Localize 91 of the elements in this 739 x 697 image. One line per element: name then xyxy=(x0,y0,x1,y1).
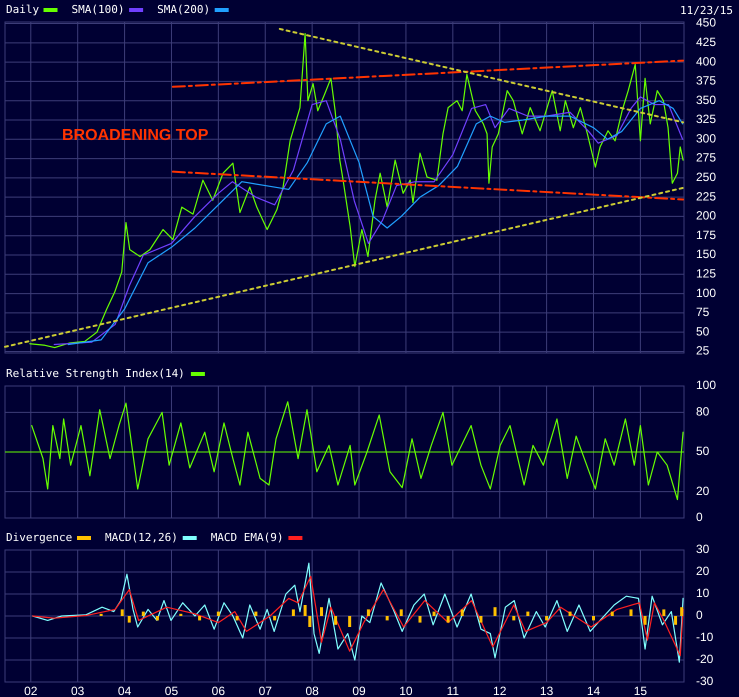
bar xyxy=(460,609,464,616)
y-tick-label: 80 xyxy=(696,404,710,419)
y-tick-label: 50 xyxy=(696,324,710,338)
bar xyxy=(156,616,159,620)
y-tick-label: 100 xyxy=(696,286,716,300)
bar xyxy=(479,616,482,623)
y-tick-label: 50 xyxy=(696,444,710,458)
y-tick-label: 75 xyxy=(696,305,710,320)
y-tick-label: 250 xyxy=(696,170,716,184)
bar xyxy=(630,609,633,616)
y-tick-label: -10 xyxy=(696,630,714,644)
bar xyxy=(198,616,202,620)
bar xyxy=(304,605,307,616)
legend-label: Divergence xyxy=(6,531,72,544)
y-tick-label: 30 xyxy=(696,542,710,556)
x-tick-label: 04 xyxy=(118,684,132,697)
y-tick-label: 450 xyxy=(696,16,716,30)
annotation: BROADENING TOP xyxy=(62,127,209,144)
y-tick-label: 425 xyxy=(696,35,716,50)
legend-label: MACD EMA(9) xyxy=(210,531,284,544)
y-tick-label: 300 xyxy=(696,131,716,146)
bar xyxy=(142,612,145,616)
legend-label: SMA(100) xyxy=(72,3,124,16)
legend-label: Relative Strength Index(14) xyxy=(6,367,185,380)
bar xyxy=(308,616,312,627)
y-tick-label: 325 xyxy=(696,112,716,126)
y-tick-label: 275 xyxy=(696,150,716,165)
bar xyxy=(418,616,422,623)
bar xyxy=(128,616,131,623)
x-tick-label: 11 xyxy=(446,684,460,697)
x-tick-label: 12 xyxy=(493,684,507,697)
bar xyxy=(674,616,678,625)
y-tick-label: 0 xyxy=(696,608,703,622)
text: 11/23/15 xyxy=(680,4,733,18)
y-tick-label: 0 xyxy=(696,510,703,524)
x-tick-label: 15 xyxy=(634,684,648,697)
y-tick-label: -20 xyxy=(696,652,714,666)
y-tick-label: -30 xyxy=(696,674,714,688)
y-tick-label: 400 xyxy=(696,54,716,68)
y-tick-label: 200 xyxy=(696,208,716,223)
legend-label: SMA(200) xyxy=(157,3,210,16)
x-tick-label: 09 xyxy=(352,684,366,697)
bar xyxy=(592,616,595,620)
y-tick-label: 175 xyxy=(696,228,716,242)
bar xyxy=(400,609,403,616)
line-series xyxy=(29,32,684,348)
bar xyxy=(662,609,666,616)
x-tick-label: 07 xyxy=(258,684,272,697)
y-tick-label: 10 xyxy=(696,586,710,600)
line-series xyxy=(32,562,684,663)
legend-label: MACD(12,26) xyxy=(105,531,178,544)
x-tick-label: 02 xyxy=(24,684,38,697)
x-tick-label: 13 xyxy=(540,684,554,697)
bar xyxy=(432,612,436,616)
x-tick-label: 06 xyxy=(212,684,226,697)
y-tick-label: 100 xyxy=(696,378,716,392)
bar xyxy=(236,616,239,620)
bar xyxy=(386,616,389,620)
bar xyxy=(254,612,258,616)
bar xyxy=(446,616,450,623)
bar xyxy=(334,616,338,625)
x-tick-label: 05 xyxy=(164,684,178,697)
y-tick-label: 125 xyxy=(696,266,716,280)
bar xyxy=(494,607,497,616)
x-tick-label: 14 xyxy=(586,684,600,697)
y-tick-label: 150 xyxy=(696,247,716,262)
x-tick-label: 10 xyxy=(399,684,413,697)
bar xyxy=(120,609,124,616)
bar xyxy=(610,612,614,616)
bar xyxy=(526,612,530,616)
y-tick-label: 375 xyxy=(696,74,716,88)
bar xyxy=(366,609,370,616)
x-tick-label: 08 xyxy=(305,684,320,697)
bar xyxy=(512,616,516,620)
bar xyxy=(292,609,295,616)
y-tick-label: 350 xyxy=(696,92,716,107)
y-tick-label: 20 xyxy=(696,484,710,498)
bar xyxy=(545,616,548,620)
y-tick-label: 25 xyxy=(696,344,710,358)
line-series xyxy=(32,576,684,656)
y-tick-label: 20 xyxy=(696,564,710,578)
legend-label: Daily xyxy=(6,3,40,16)
bar xyxy=(320,607,324,616)
bar xyxy=(216,612,220,616)
bar xyxy=(348,616,352,627)
x-tick-label: 03 xyxy=(71,684,85,697)
y-tick-label: 225 xyxy=(696,189,716,204)
bar xyxy=(568,612,572,616)
bar xyxy=(644,616,647,625)
bar xyxy=(680,607,684,616)
bar xyxy=(273,616,276,620)
